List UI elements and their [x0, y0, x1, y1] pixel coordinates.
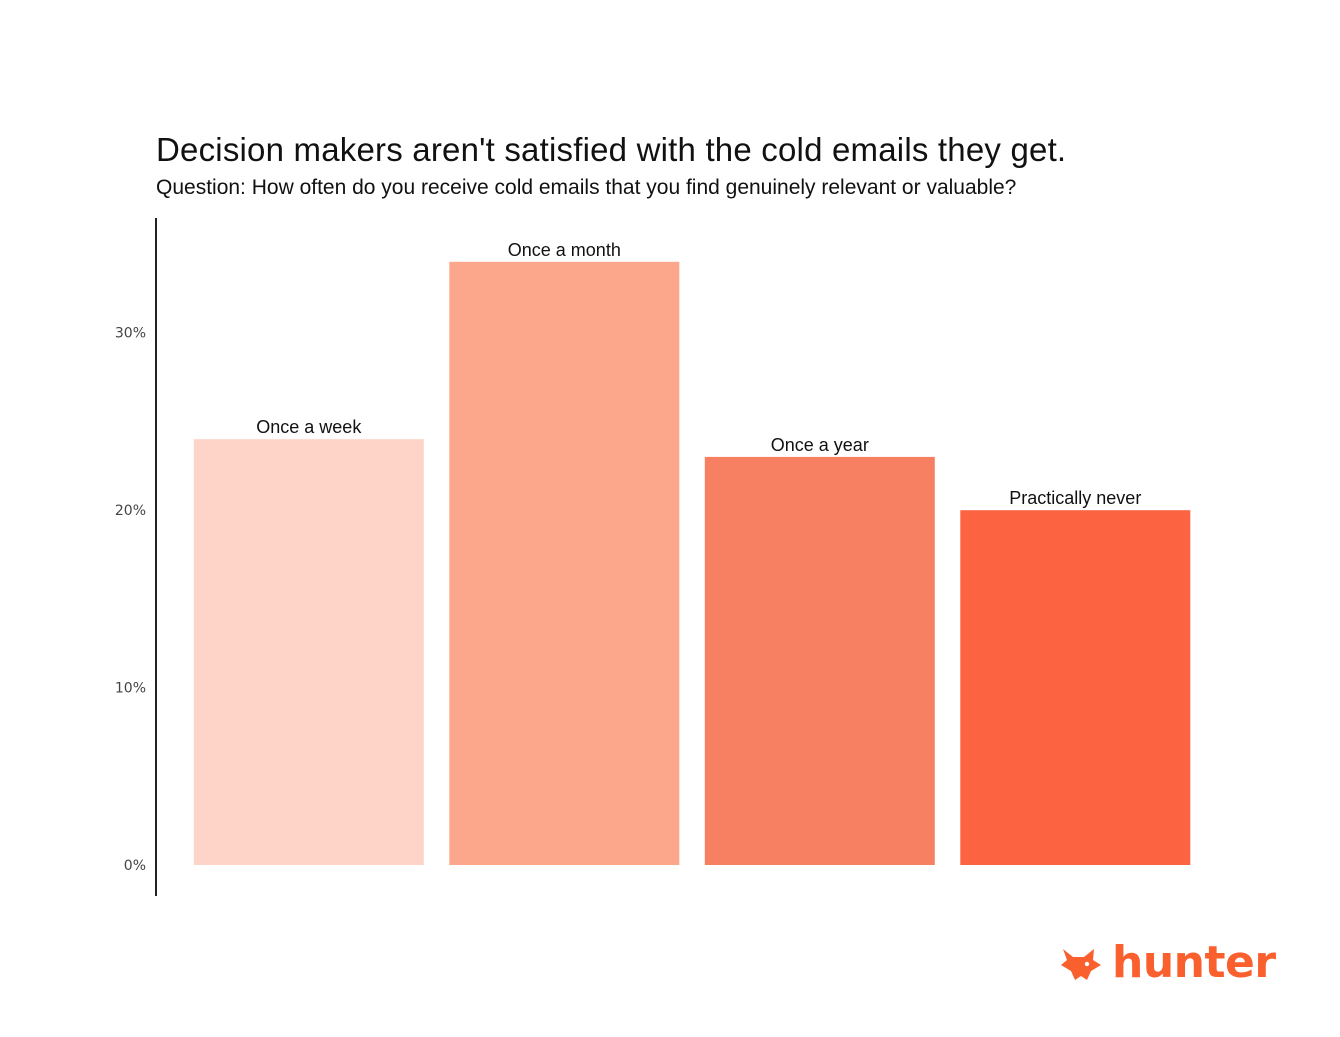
- bar-label-1: Once a month: [508, 240, 621, 260]
- chart-title: Decision makers aren't satisfied with th…: [156, 131, 1067, 168]
- bar-1: [449, 261, 680, 865]
- bar-label-0: Once a week: [256, 417, 362, 437]
- bar-label-2: Once a year: [771, 435, 869, 455]
- bar-3: [960, 510, 1191, 865]
- y-tick-label-0: 0%: [124, 858, 146, 874]
- bar-2: [704, 456, 935, 865]
- bars-layer: [193, 261, 1191, 865]
- bar-label-3: Practically never: [1009, 488, 1141, 508]
- y-tick-label-2: 20%: [115, 503, 146, 519]
- y-tick-label-3: 30%: [115, 326, 146, 342]
- fox-eye: [1084, 961, 1090, 967]
- fox-icon-shape: [1061, 949, 1101, 980]
- y-axis-ticks: 0% 10% 20% 30%: [115, 326, 146, 874]
- brand-wordmark: hunter: [1112, 937, 1276, 988]
- bar-labels-layer: Once a week Once a month Once a year Practi…: [256, 240, 1141, 508]
- brand-logo: hunter: [1060, 938, 1276, 988]
- bar-0: [193, 439, 424, 865]
- chart-subtitle: Question: How often do you receive cold …: [156, 176, 1017, 199]
- y-tick-label-1: 10%: [115, 681, 146, 697]
- fox-icon: [1061, 949, 1101, 980]
